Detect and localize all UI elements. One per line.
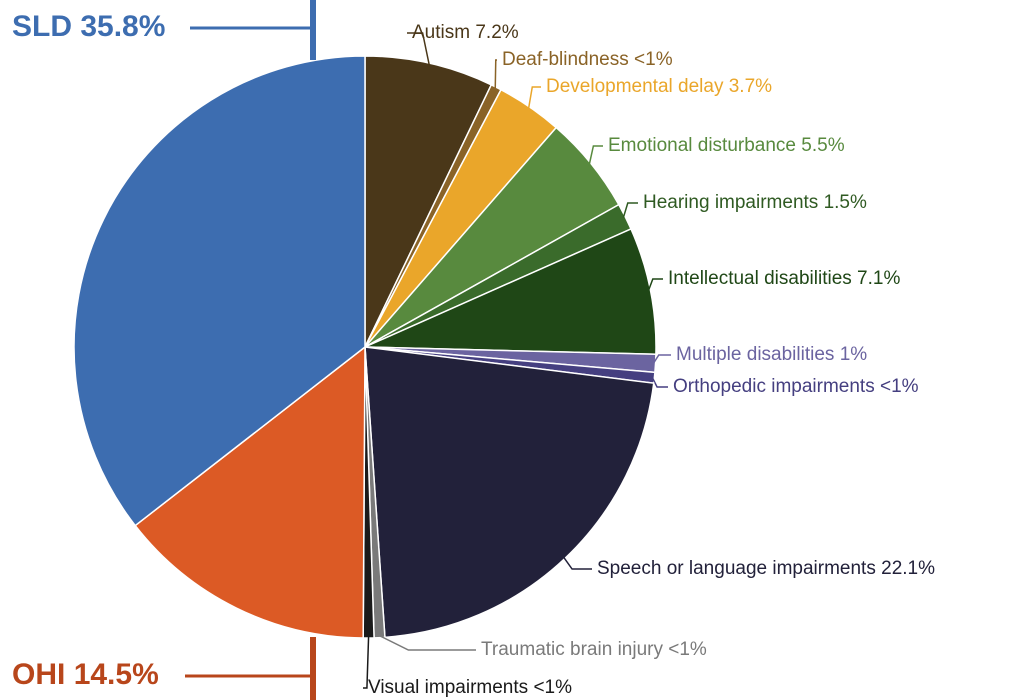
slice-label: Intellectual disabilities 7.1% <box>668 268 900 289</box>
leader-line <box>407 32 431 66</box>
pie-slice <box>364 346 655 639</box>
pie-slice <box>364 55 493 348</box>
category-name: OHI <box>12 658 65 691</box>
value-label: 14.5% <box>74 658 159 691</box>
value-label: 3.7% <box>729 76 772 97</box>
pie-slice <box>73 55 366 527</box>
value-label: 22.1% <box>881 558 935 579</box>
leader-line <box>622 202 638 218</box>
leader-line <box>651 377 668 388</box>
slice-label: Hearing impairments 1.5% <box>643 192 867 213</box>
category-name: Traumatic brain injury <box>481 639 663 660</box>
value-label: 35.8% <box>80 10 165 43</box>
leader-line <box>379 634 476 651</box>
slice-label: OHI 14.5% <box>12 658 159 691</box>
category-name: Emotional disturbance <box>608 135 796 156</box>
leader-line <box>588 145 603 165</box>
category-name: Deaf-blindness <box>502 49 629 70</box>
leader-line <box>562 556 592 570</box>
value-label: <1% <box>668 639 707 660</box>
category-name: Visual impairments <box>368 677 528 698</box>
leader-line <box>652 354 671 364</box>
slice-label: Speech or language impairments 22.1% <box>597 558 935 579</box>
value-label: <1% <box>634 49 673 70</box>
leader-line <box>647 278 663 291</box>
value-label: <1% <box>880 376 919 397</box>
category-name: Developmental delay <box>546 76 724 97</box>
slice-label: Multiple disabilities 1% <box>676 344 867 365</box>
slice-label: Visual impairments <1% <box>368 677 572 698</box>
value-label: <1% <box>533 677 572 698</box>
leader-line <box>494 59 497 90</box>
category-name: SLD <box>12 10 72 43</box>
value-label: 7.1% <box>857 268 900 289</box>
leader-line <box>363 635 370 689</box>
category-name: Orthopedic impairments <box>673 376 875 397</box>
slice-label: Developmental delay 3.7% <box>546 76 772 97</box>
category-name: Autism <box>412 22 470 43</box>
value-label: 5.5% <box>801 135 844 156</box>
slice-label: Deaf-blindness <1% <box>502 49 673 70</box>
value-label: 1% <box>840 344 868 365</box>
slice-label: Emotional disturbance 5.5% <box>608 135 845 156</box>
category-name: Hearing impairments <box>643 192 818 213</box>
slice-label: SLD 35.8% <box>12 10 165 43</box>
value-label: 1.5% <box>824 192 867 213</box>
slice-label: Traumatic brain injury <1% <box>481 639 707 660</box>
category-name: Intellectual disabilities <box>668 268 852 289</box>
slice-label: Autism 7.2% <box>412 22 519 43</box>
slice-label: Orthopedic impairments <1% <box>673 376 919 397</box>
pie-slice <box>134 345 366 639</box>
category-name: Multiple disabilities <box>676 344 834 365</box>
leader-line <box>527 86 541 109</box>
value-label: 7.2% <box>475 22 518 43</box>
pie-slice <box>364 227 657 356</box>
category-name: Speech or language impairments <box>597 558 876 579</box>
